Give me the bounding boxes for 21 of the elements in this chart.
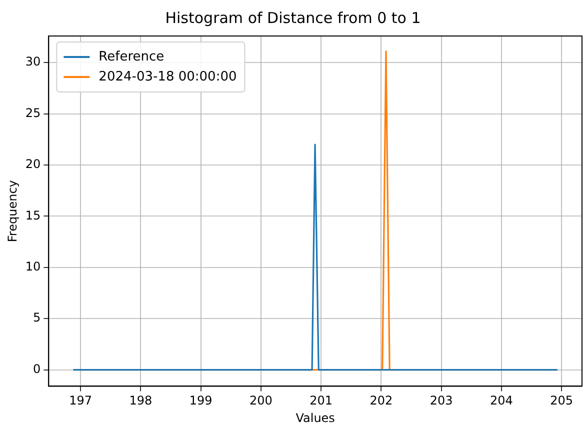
legend-label: 2024-03-18 00:00:00: [98, 69, 237, 84]
y-tick-label: 25: [25, 106, 41, 120]
y-tick-label: 10: [25, 260, 41, 274]
x-tick-label: 200: [249, 394, 272, 408]
x-tick-label: 197: [69, 394, 92, 408]
x-axis-title: Values: [296, 410, 335, 425]
x-tick-label: 203: [430, 394, 453, 408]
chart-title: Histogram of Distance from 0 to 1: [165, 8, 421, 27]
x-tick-label: 198: [129, 394, 152, 408]
y-tick-label: 30: [25, 54, 41, 69]
y-tick-label: 5: [33, 310, 41, 325]
y-tick-label: 0: [33, 362, 41, 376]
y-tick-label: 20: [25, 157, 41, 172]
x-tick-label: 199: [189, 394, 212, 408]
y-axis-title: Frequency: [5, 180, 20, 242]
x-tick-label: 201: [310, 394, 332, 408]
x-tick-label: 202: [370, 394, 393, 408]
x-tick-label: 204: [490, 394, 513, 408]
legend-label: Reference: [98, 49, 164, 64]
y-tick-label: 15: [25, 208, 41, 222]
x-tick-label: 205: [550, 394, 574, 408]
